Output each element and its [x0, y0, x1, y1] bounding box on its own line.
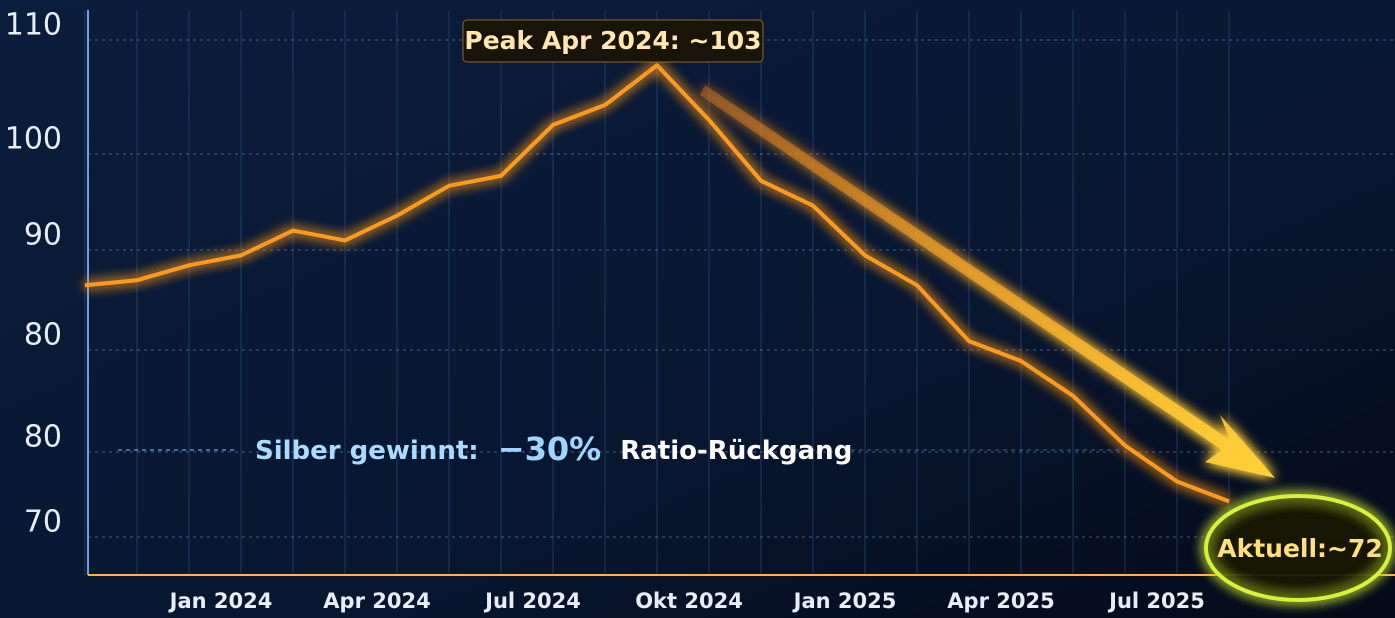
peak-box: [462, 19, 764, 63]
peak-label: Peak Apr 2024: ~103: [464, 26, 761, 55]
x-tick-label: Jul 2025: [1107, 589, 1205, 613]
y-tick-label: 80: [24, 318, 62, 353]
x-tick-label: Okt 2024: [635, 589, 743, 613]
current-ring: [1204, 494, 1392, 602]
x-tick-label: Apr 2024: [323, 589, 430, 613]
x-tick-label: Jul 2024: [483, 589, 581, 613]
x-tick-label: Apr 2025: [947, 589, 1054, 613]
y-tick-label: 100: [5, 122, 62, 157]
y-tick-label: 110: [5, 8, 62, 43]
y-tick-label: 70: [24, 505, 62, 540]
y-tick-label: 80: [24, 420, 62, 455]
gain-prefix: Silber gewinnt:: [255, 436, 479, 466]
plot: [84, 63, 1230, 504]
y-tick-label: 90: [24, 218, 62, 253]
current-label: Aktuell:~72: [1217, 534, 1383, 563]
gain-suffix: Ratio-Rückgang: [620, 436, 852, 466]
line-series: [84, 63, 1230, 504]
gain-annotation: Silber gewinnt: −30% Ratio-Rückgang: [255, 430, 852, 468]
x-tick-label: Jan 2024: [168, 589, 273, 613]
gain-value: −30%: [498, 430, 601, 468]
trend-arrow: [700, 85, 1275, 478]
x-tick-label: Jan 2025: [792, 589, 897, 613]
